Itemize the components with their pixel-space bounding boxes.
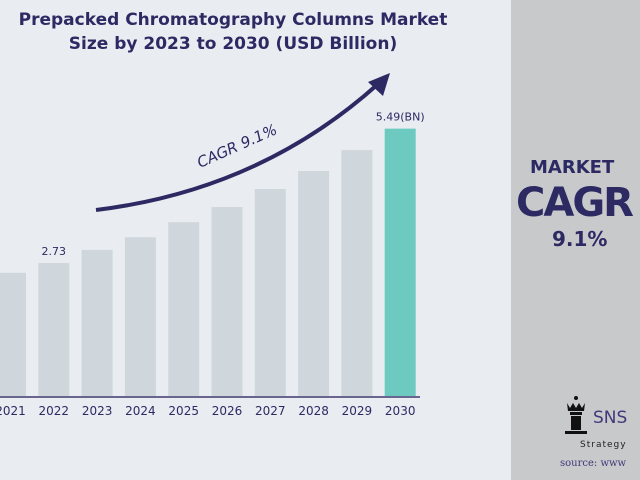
bar-2028	[298, 171, 330, 396]
x-tick-label: 2023	[82, 404, 113, 418]
bar-2030	[384, 128, 416, 396]
brand-name: SNS	[593, 408, 628, 428]
chart-title: Prepacked Chromatography Columns Market …	[18, 10, 448, 54]
brand-subtitle: Strategy	[580, 440, 627, 450]
chess-rook-logo-icon	[565, 396, 587, 434]
x-tick-label: 2029	[342, 404, 373, 418]
panel-cagr-label: CAGR	[516, 180, 634, 226]
bar-2023	[81, 249, 113, 396]
bar-2029	[341, 150, 373, 396]
bar-2027	[254, 189, 286, 396]
side-panel	[511, 0, 640, 480]
data-label: 2.73	[42, 245, 67, 258]
x-tick-label: 2022	[39, 404, 70, 418]
bar-2025	[168, 222, 200, 396]
x-tick-label: 2027	[255, 404, 286, 418]
data-label: 5.49(BN)	[376, 111, 425, 124]
bar-chart: 2021 2022 2.73 2023 2024 2025 2026 2027 2028 2029…	[0, 73, 425, 418]
x-tick-label: 2021	[0, 404, 26, 418]
bar-2022	[38, 263, 70, 396]
bar-2021	[0, 272, 26, 396]
x-tick-label: 2028	[298, 404, 329, 418]
x-tick-label: 2026	[212, 404, 243, 418]
bar-2024	[124, 237, 156, 396]
x-tick-label: 2024	[125, 404, 156, 418]
growth-arrow-head-icon	[368, 73, 390, 96]
growth-arrow-curve	[95, 82, 380, 212]
x-tick-label: 2030	[385, 404, 416, 418]
panel-market-label: MARKET	[530, 157, 615, 178]
cagr-annotation: CAGR 9.1%	[194, 120, 280, 171]
x-tick-label: 2025	[168, 404, 199, 418]
panel-cagr-value: 9.1%	[552, 227, 608, 251]
source-text: source: www	[560, 458, 627, 469]
bar-2026	[211, 207, 243, 396]
